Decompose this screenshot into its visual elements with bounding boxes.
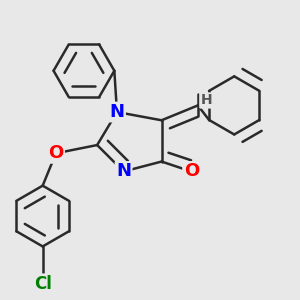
- Text: H: H: [200, 94, 212, 107]
- Text: N: N: [116, 163, 131, 181]
- Text: N: N: [110, 103, 124, 121]
- Text: O: O: [48, 144, 64, 162]
- Text: Cl: Cl: [34, 275, 52, 293]
- Text: O: O: [184, 163, 199, 181]
